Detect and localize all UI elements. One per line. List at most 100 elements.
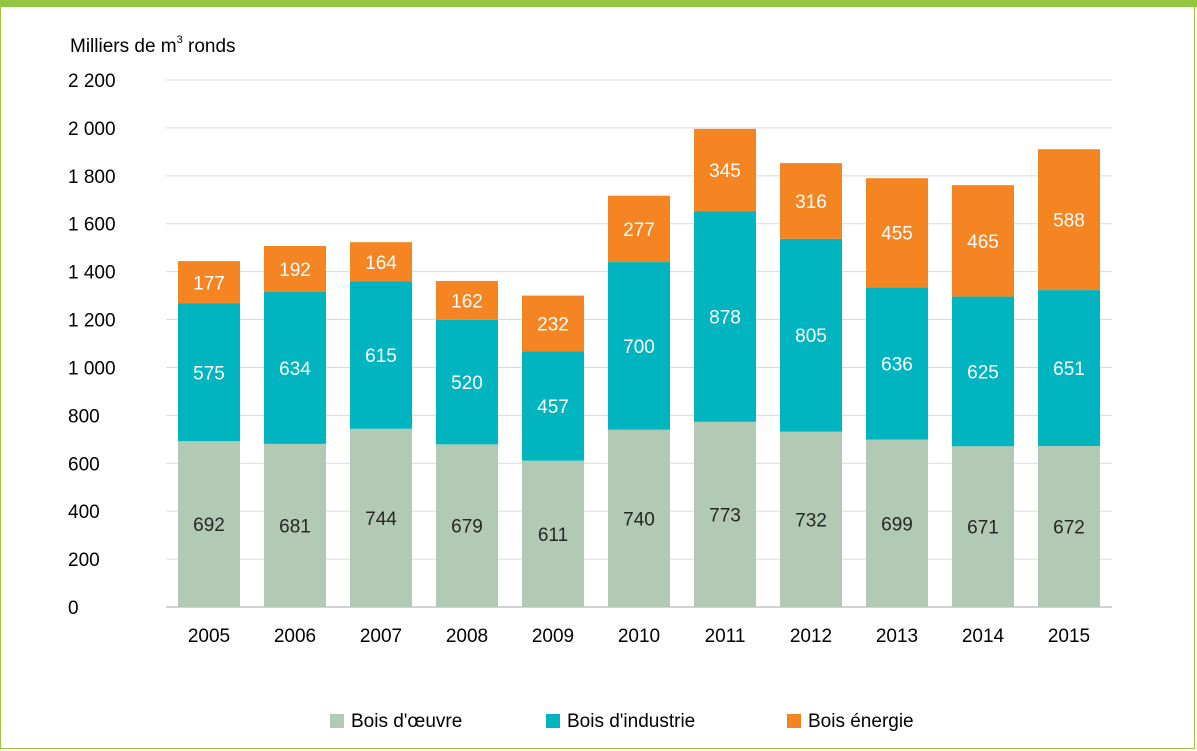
bar-segment: [694, 421, 756, 607]
data-label: 520: [451, 373, 483, 394]
data-label: 277: [623, 220, 655, 241]
bar-segment: [952, 185, 1014, 297]
data-label: 692: [193, 515, 225, 536]
bar-segment: [178, 303, 240, 442]
y-tick-label: 200: [68, 550, 100, 571]
x-tick-label: 2015: [1048, 626, 1090, 647]
bar-segment: [694, 211, 756, 422]
bar-segment: [436, 280, 498, 320]
bar-segment: [866, 287, 928, 440]
data-label: 162: [451, 291, 483, 312]
data-label: 634: [279, 359, 311, 380]
y-tick-label: 2 000: [68, 119, 116, 140]
data-label: 164: [365, 253, 397, 274]
data-label: 672: [1053, 518, 1085, 539]
bar-segment: [350, 281, 412, 429]
bar-segment: [780, 163, 842, 239]
bar-segment: [522, 295, 584, 352]
bar-segment: [608, 262, 670, 430]
bar-segment: [952, 446, 1014, 607]
x-tick-label: 2005: [188, 626, 230, 647]
x-tick-label: 2013: [876, 626, 918, 647]
y-tick-label: 600: [68, 454, 100, 475]
data-label: 465: [967, 232, 999, 253]
legend-swatch: [330, 714, 344, 728]
bars: 692 575 177 681 634 192 744 615 164 679 520 162 611 4…: [178, 128, 1100, 607]
y-tick-label: 0: [68, 598, 79, 619]
data-label: 192: [279, 260, 311, 281]
y-unit-suffix: ronds: [183, 36, 236, 57]
data-label: 177: [193, 273, 225, 294]
legend-label: Bois d'industrie: [567, 711, 695, 732]
data-label: 732: [795, 510, 827, 531]
bar-segment: [608, 429, 670, 607]
data-label: 773: [709, 505, 741, 526]
y-tick-label: 1 200: [68, 311, 116, 332]
bar-segment: [952, 296, 1014, 447]
bar-segment: [866, 439, 928, 607]
data-label: 457: [537, 397, 569, 418]
x-tick-label: 2014: [962, 626, 1005, 647]
data-label: 744: [365, 509, 397, 530]
bar-segment: [1038, 290, 1100, 447]
bar-segment: [264, 291, 326, 444]
x-tick-label: 2012: [790, 626, 832, 647]
bar-segment: [178, 261, 240, 304]
data-label: 740: [623, 509, 655, 530]
y-unit-superscript: 3: [177, 34, 183, 46]
bar-segment: [780, 431, 842, 607]
legend-label: Bois énergie: [808, 711, 914, 732]
y-unit-prefix: Milliers de m: [70, 36, 177, 57]
y-tick-label: 2 200: [68, 71, 116, 92]
legend-swatch: [546, 714, 560, 728]
bar-segment: [780, 238, 842, 432]
bar-segment: [1038, 446, 1100, 607]
x-tick-label: 2009: [532, 626, 574, 647]
data-label: 232: [537, 314, 569, 335]
bar-segment: [694, 128, 756, 212]
x-tick-label: 2011: [705, 626, 746, 647]
data-label: 671: [967, 518, 999, 539]
data-label: 345: [709, 161, 741, 182]
bar-segment: [350, 242, 412, 282]
data-label: 805: [795, 326, 827, 347]
bar-segment: [436, 319, 498, 445]
data-label: 651: [1053, 359, 1085, 380]
data-label: 699: [881, 514, 913, 535]
legend-label: Bois d'œuvre: [351, 711, 462, 732]
data-label: 316: [795, 192, 827, 213]
data-label: 681: [279, 516, 311, 537]
x-tick-label: 2006: [274, 626, 316, 647]
bar-segment: [264, 443, 326, 607]
data-label: 611: [538, 525, 568, 546]
y-tick-label: 400: [68, 502, 100, 523]
y-tick-label: 800: [68, 406, 100, 427]
bar-segment: [436, 444, 498, 607]
bar-segment: [264, 246, 326, 292]
y-tick-label: 1 600: [68, 215, 116, 236]
y-axis-unit-label: Milliers de m3 ronds: [70, 34, 236, 57]
data-label: 679: [451, 517, 483, 538]
bar-segment: [522, 351, 584, 461]
x-axis-ticks: 2005 2006 2007 2008 2009 2010 2011 2012 2013 2014…: [188, 626, 1090, 647]
y-tick-label: 1 400: [68, 263, 116, 284]
bar-segment: [866, 178, 928, 288]
data-label: 455: [881, 224, 913, 245]
bar-segment: [178, 441, 240, 607]
y-tick-label: 1 800: [68, 167, 116, 188]
x-tick-label: 2007: [360, 626, 402, 647]
frame-top-bar: [0, 0, 1197, 7]
data-label: 700: [623, 337, 655, 358]
data-label: 878: [709, 308, 741, 329]
bar-segment: [522, 460, 584, 607]
bar-segment: [350, 428, 412, 607]
bar-segment: [1038, 149, 1100, 291]
y-tick-label: 1 000: [68, 358, 116, 379]
legend-swatch: [787, 714, 801, 728]
y-axis-ticks: 0 200 400 600 800 1 000 1 200 1 400 1 600 1 800 2 …: [68, 71, 116, 619]
data-label: 588: [1053, 211, 1085, 232]
data-label: 636: [881, 354, 913, 375]
data-label: 625: [967, 362, 999, 383]
